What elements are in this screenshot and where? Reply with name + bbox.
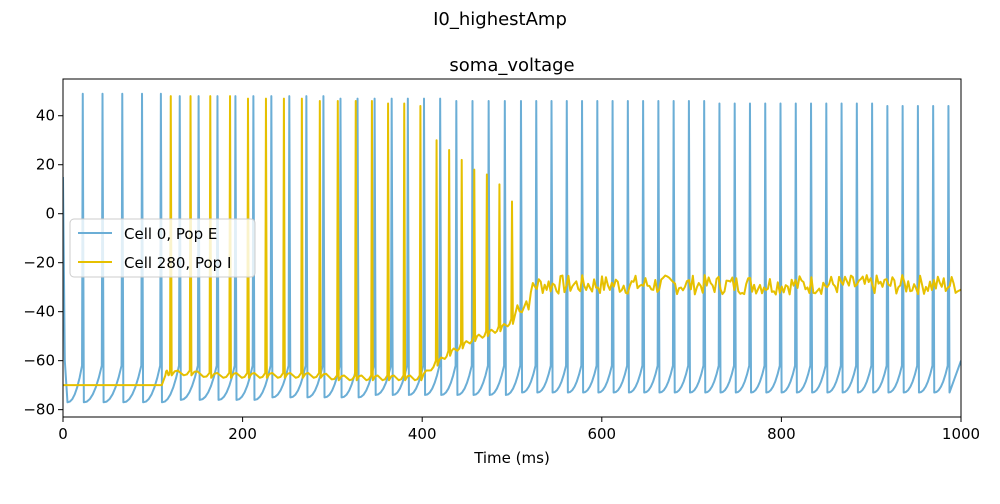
x-tick-label: 600 [587, 425, 616, 443]
legend-label-cell-0: Cell 0, Pop E [124, 225, 217, 243]
figure-suptitle: I0_highestAmp [433, 9, 567, 30]
y-tick-label: −80 [23, 401, 55, 419]
series-line-cell-280 [63, 95, 961, 387]
chart-title: soma_voltage [449, 55, 574, 76]
legend: Cell 0, Pop E Cell 280, Pop I [69, 218, 256, 278]
legend-box [69, 218, 256, 278]
y-tick-label: 0 [45, 205, 55, 223]
y-axis: −80 −60 −40 −20 0 20 40 [23, 107, 63, 419]
y-tick-label: 20 [36, 156, 55, 174]
y-tick-label: −60 [23, 352, 55, 370]
y-tick-label: −40 [23, 303, 55, 321]
legend-label-cell-280: Cell 280, Pop I [124, 254, 231, 272]
x-axis-label: Time (ms) [473, 449, 550, 467]
x-tick-label: 0 [58, 425, 68, 443]
x-tick-label: 200 [228, 425, 257, 443]
x-axis: 0 200 400 600 800 1000 [58, 417, 980, 443]
x-tick-label: 400 [408, 425, 437, 443]
plot-frame [62, 78, 962, 418]
x-tick-label: 1000 [942, 425, 980, 443]
x-tick-label: 800 [767, 425, 796, 443]
y-tick-label: 40 [36, 107, 55, 125]
y-tick-label: −20 [23, 254, 55, 272]
